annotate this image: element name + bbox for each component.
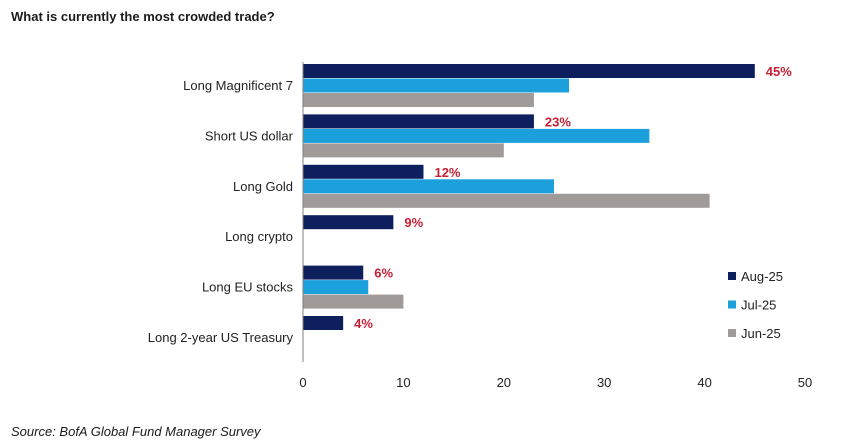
bar-short-us-dollar-aug-25 <box>303 114 534 129</box>
legend-label-aug-25: Aug-25 <box>741 269 783 284</box>
bar-long-gold-jun-25 <box>303 193 710 208</box>
chart-title: What is currently the most crowded trade… <box>11 9 275 24</box>
source-note: Source: BofA Global Fund Manager Survey <box>11 424 261 439</box>
legend-label-jun-25: Jun-25 <box>741 326 781 341</box>
legend: Aug-25 Jul-25 Jun-25 <box>728 269 783 341</box>
bar-long-magnificent-7-jul-25 <box>303 78 570 93</box>
bar-long-gold-aug-25 <box>303 164 424 179</box>
category-label-short-us-dollar: Short US dollar <box>205 128 294 143</box>
bar-short-us-dollar-jul-25 <box>303 128 650 143</box>
category-label-long-crypto: Long crypto <box>225 229 293 244</box>
bar-long-magnificent-7-aug-25 <box>303 64 755 78</box>
bar-long-eu-stocks-aug-25 <box>303 265 364 280</box>
data-label-long-gold: 12% <box>434 165 460 180</box>
category-label-long-2-year-us-treasury: Long 2-year US Treasury <box>148 330 294 345</box>
data-label-long-magnificent-7: 45% <box>766 64 792 79</box>
bar-long-eu-stocks-jun-25 <box>303 294 404 309</box>
data-label-long-crypto: 9% <box>404 215 423 230</box>
bar-long-eu-stocks-jul-25 <box>303 280 369 295</box>
x-tick-label-0: 0 <box>299 375 306 390</box>
category-label-long-magnificent-7: Long Magnificent 7 <box>183 78 293 93</box>
bar-long-magnificent-7-jun-25 <box>303 93 534 107</box>
category-label-long-eu-stocks: Long EU stocks <box>202 280 294 295</box>
x-tick-label-20: 20 <box>497 375 511 390</box>
legend-swatch-jul-25 <box>728 300 736 309</box>
x-tick-label-10: 10 <box>396 375 410 390</box>
legend-swatch-aug-25 <box>728 272 736 280</box>
bar-short-us-dollar-jun-25 <box>303 143 504 158</box>
data-label-long-2-year-us-treasury: 4% <box>354 316 373 331</box>
bar-long-2-year-us-treasury-aug-25 <box>303 316 344 330</box>
x-tick-label-40: 40 <box>697 375 711 390</box>
data-label-short-us-dollar: 23% <box>545 114 571 129</box>
x-tick-label-50: 50 <box>798 375 812 390</box>
data-label-long-eu-stocks: 6% <box>374 266 393 281</box>
category-label-long-gold: Long Gold <box>233 179 293 194</box>
legend-label-jul-25: Jul-25 <box>741 298 776 313</box>
legend-swatch-jun-25 <box>728 329 736 337</box>
bar-long-crypto-aug-25 <box>303 215 394 230</box>
bar-long-gold-jul-25 <box>303 179 554 194</box>
x-tick-label-30: 30 <box>597 375 611 390</box>
